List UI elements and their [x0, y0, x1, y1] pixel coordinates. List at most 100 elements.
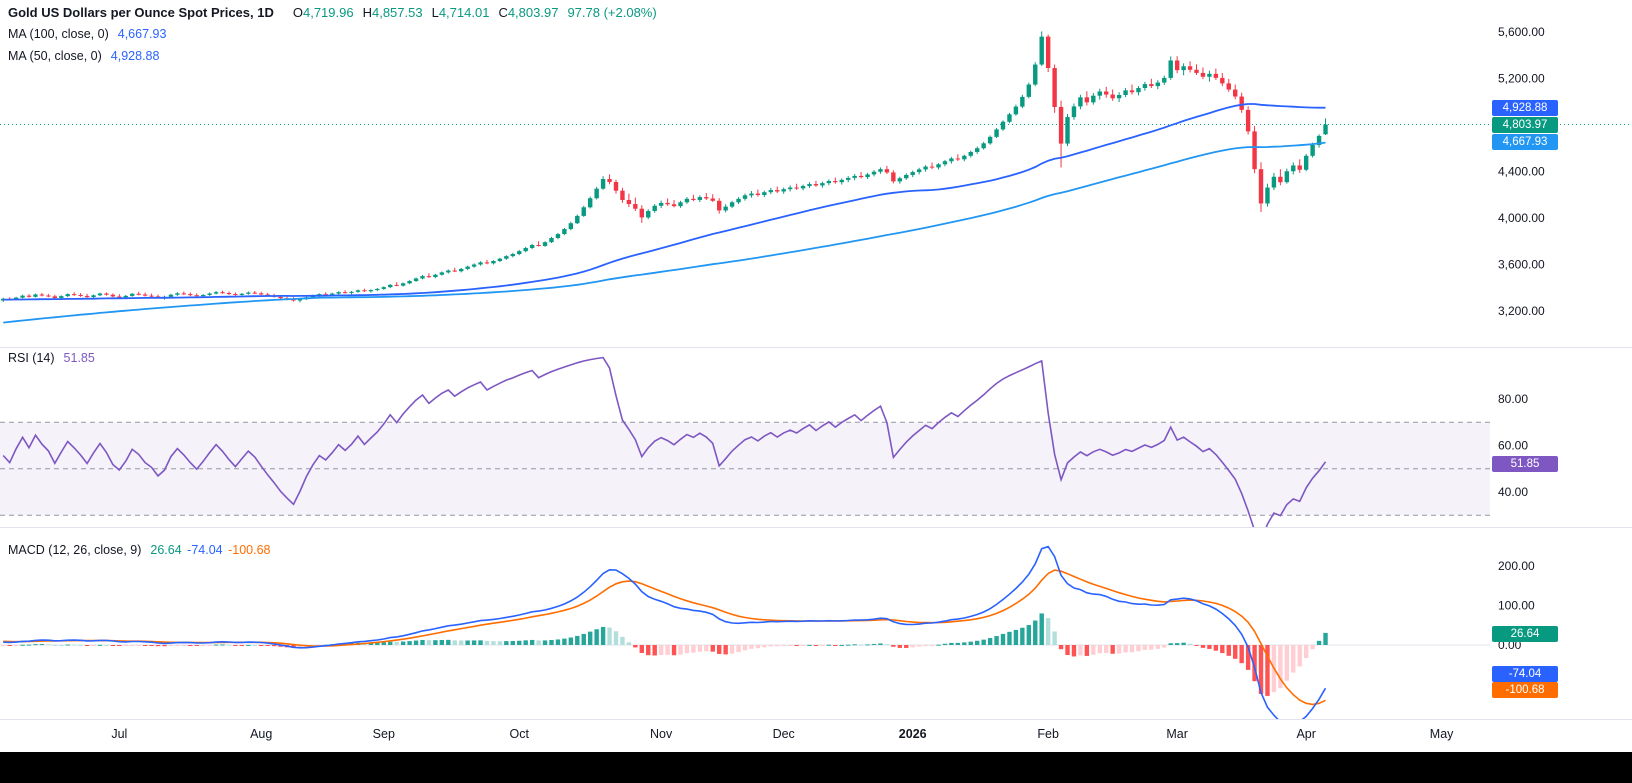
candle [949, 158, 954, 162]
svg-text:Mar: Mar [1166, 727, 1188, 741]
ma100-line [3, 141, 1326, 324]
macd-hist-bar [684, 645, 690, 654]
macd-hist-bar [846, 644, 851, 646]
candle [1020, 96, 1025, 107]
candle [600, 179, 606, 189]
candle [568, 223, 574, 230]
candle [878, 169, 883, 172]
right-price-axis[interactable]: 5,600.00 5,200.00 4,400.00 4,000.00 3,600.00… [1498, 25, 1545, 652]
time-axis[interactable]: Jul Aug Sep Oct Nov Dec 2026 Feb Mar Apr May [111, 727, 1454, 741]
candle [704, 197, 709, 199]
rsi-pane[interactable] [0, 356, 1490, 542]
candle [368, 290, 374, 292]
macd-hist-bar [1194, 645, 1199, 646]
rsi-line [2, 356, 1327, 527]
macd-hist-bar [1162, 645, 1167, 648]
macd-hist-bar [716, 645, 722, 654]
macd-hist-bar [381, 642, 386, 645]
candle [820, 183, 825, 186]
candle [194, 295, 199, 297]
macd-hist-bar [671, 645, 677, 656]
ma100-label: MA (100, close, 0) [8, 27, 109, 41]
macd-hist-bar [175, 645, 180, 646]
macd-hist-bar [271, 645, 277, 647]
candle [84, 295, 90, 298]
candle [839, 179, 844, 183]
svg-text:4,400.00: 4,400.00 [1498, 165, 1545, 179]
rsi-band [0, 422, 1490, 516]
candle [1265, 187, 1270, 204]
candle [813, 184, 819, 186]
ma100-value: 4,667.93 [117, 27, 167, 41]
candle [678, 202, 683, 207]
candle [987, 136, 993, 144]
ohlc-close-key: C [498, 5, 508, 20]
macd-hist-bar [678, 645, 683, 655]
candle [1252, 131, 1257, 170]
candle [91, 295, 96, 298]
bottom-bar [0, 752, 1632, 783]
candle [620, 190, 625, 200]
macd-hist-bar [587, 631, 593, 645]
macd-hist-bar [1226, 645, 1231, 656]
macd-hist-bar [955, 642, 961, 645]
ohlc-low-value: 4,714.01 [438, 5, 490, 20]
macd-hist-bar [433, 640, 438, 645]
macd-hist-bar [1258, 645, 1264, 694]
candle [33, 294, 38, 297]
macd-hist-bar [458, 640, 464, 645]
macd-hist-bar [1181, 642, 1186, 645]
svg-text:5,200.00: 5,200.00 [1498, 72, 1545, 86]
candle [1213, 73, 1219, 78]
ma100-legend: MA (100, close, 0) 4,667.93 [8, 27, 166, 41]
candle [1220, 77, 1225, 84]
price-pane[interactable] [0, 31, 1632, 324]
macd-pane[interactable] [0, 545, 1490, 724]
ma50-price-badge: 4,928.88 [1492, 99, 1558, 116]
candle [1258, 169, 1264, 204]
candle [929, 166, 935, 168]
candle [723, 206, 728, 211]
candle [562, 229, 567, 235]
macd-hist-bar [252, 644, 257, 646]
candle [446, 270, 451, 273]
rsi-value: 51.85 [63, 351, 95, 365]
candle [517, 251, 522, 255]
macd-hist-bar [936, 644, 941, 646]
candle [1226, 83, 1231, 90]
macd-hist-bar [691, 645, 696, 653]
candle [742, 195, 748, 199]
macd-hist-bar [736, 645, 741, 653]
svg-text:80.00: 80.00 [1498, 392, 1528, 406]
macd-hist-badge: 26.64 [1492, 626, 1558, 643]
ma100-price-badge: 4,667.93 [1492, 133, 1558, 150]
svg-text:Apr: Apr [1296, 727, 1315, 741]
macd-hist-bar [1071, 645, 1077, 657]
main-legend: Gold US Dollars per Ounce Spot Prices, 1… [8, 5, 657, 20]
macd-hist-bar [246, 644, 251, 646]
candle [962, 155, 967, 160]
macd-hist-bar [807, 644, 812, 646]
ma50-line [3, 103, 1326, 301]
macd-hist-bar [7, 645, 12, 646]
macd-hist-bar [626, 642, 632, 645]
macd-hist-bar [1187, 643, 1193, 645]
svg-text:Aug: Aug [250, 727, 272, 741]
macd-hist-bar [568, 637, 574, 645]
macd-hist-bar [942, 643, 948, 645]
candle [994, 129, 999, 137]
candle [936, 164, 941, 168]
candle [787, 187, 793, 190]
candle [1278, 176, 1283, 183]
chart-canvas[interactable]: 5,600.00 5,200.00 4,400.00 4,000.00 3,600.00… [0, 0, 1632, 752]
candle [136, 293, 141, 295]
macd-hist-bar [1116, 645, 1122, 654]
macd-hist-bar [1265, 645, 1270, 696]
candle [1239, 96, 1244, 110]
macd-hist-bar [729, 645, 735, 654]
macd-hist-bar [39, 644, 45, 646]
macd-hist-bar [768, 645, 774, 647]
macd-hist-bar [891, 645, 896, 647]
macd-signal-badge: -100.68 [1492, 682, 1558, 699]
macd-hist-bar [375, 642, 380, 645]
